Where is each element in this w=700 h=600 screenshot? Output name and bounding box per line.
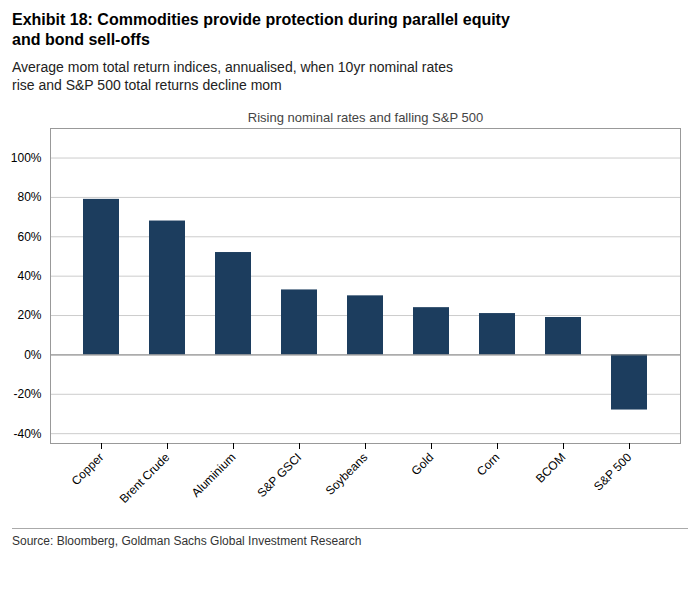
html-text:Exhibit 18: Commodities provid: Exhibit 18: Commodities provide protecti… [12,11,510,48]
svg-text:80%: 80% [17,191,41,205]
svg-text:-40%: -40% [13,427,41,441]
svg-text:60%: 60% [17,230,41,244]
svg-text:Aluminium: Aluminium [189,451,239,501]
svg-text:Rising nominal rates and falli: Rising nominal rates and falling S&P 500 [248,110,483,125]
svg-text:S&P GSCI: S&P GSCI [255,451,305,501]
svg-text:BCOM: BCOM [533,451,568,486]
svg-text:Gold: Gold [409,451,437,479]
svg-text:Corn: Corn [474,451,502,479]
svg-text:0%: 0% [24,348,42,362]
html-text:Source: Bloomberg, Goldman Sac: Source: Bloomberg, Goldman Sachs Global … [12,534,362,549]
svg-text:Copper: Copper [69,451,107,489]
html-text:Average mom total return indic: Average mom total return indices, annual… [12,59,453,94]
svg-text:-20%: -20% [13,387,41,401]
svg-text:S&P 500: S&P 500 [591,450,634,493]
svg-text:100%: 100% [11,151,42,165]
svg-text:Soybeans: Soybeans [323,451,371,499]
svg-text:Brent Crude: Brent Crude [117,450,173,506]
svg-text:20%: 20% [17,309,41,323]
svg-text:40%: 40% [17,269,41,283]
